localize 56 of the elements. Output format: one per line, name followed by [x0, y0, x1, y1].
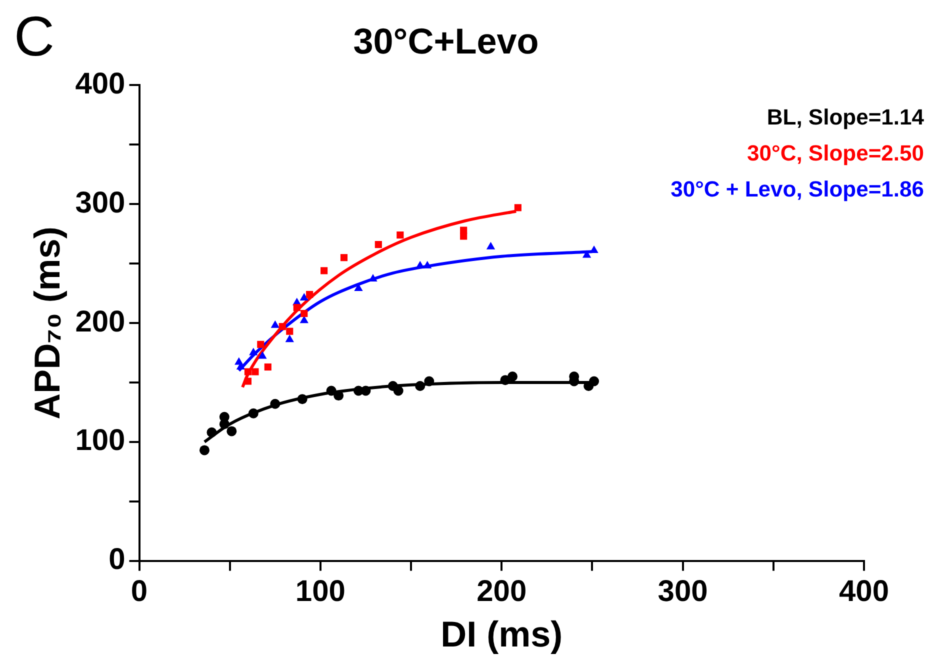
point [257, 340, 264, 348]
point [199, 445, 210, 456]
point [293, 304, 300, 312]
point [374, 240, 382, 248]
point [326, 386, 336, 396]
point [252, 368, 259, 376]
point [589, 376, 600, 386]
x-tick-label: 200 [476, 575, 527, 608]
x-tick-label: 100 [295, 575, 346, 608]
point [415, 381, 426, 392]
y-axis-title: APD₇₀ (ms) [26, 226, 68, 420]
point [320, 267, 328, 274]
point [285, 334, 294, 342]
y-tick-label: 200 [75, 305, 126, 338]
point [264, 363, 272, 371]
point [424, 376, 434, 386]
point [582, 250, 592, 258]
text: C [14, 4, 54, 68]
point [514, 204, 522, 212]
x-axis-title: DI (ms) [440, 613, 563, 654]
point [416, 260, 424, 268]
point [244, 368, 252, 376]
text: 30°C + Levo, Slope=1.86 [670, 176, 924, 202]
point [460, 232, 468, 240]
point [340, 254, 348, 262]
y-tick-label: 300 [75, 186, 126, 220]
point [278, 323, 286, 330]
point [249, 348, 258, 356]
point [270, 320, 280, 328]
point [360, 386, 371, 396]
point [248, 408, 258, 418]
x-tick-label: 400 [838, 575, 890, 608]
x-tick-label: 0 [130, 575, 148, 608]
text: BL, Slope=1.14 [766, 104, 925, 130]
point [258, 351, 267, 359]
text: 30°C, Slope=2.50 [747, 140, 924, 166]
point [306, 290, 314, 298]
x-tick-label: 300 [658, 575, 708, 608]
chart-title: 30°C+Levo [353, 20, 539, 62]
point [393, 386, 404, 396]
point [270, 398, 280, 409]
point [396, 231, 404, 239]
y-tick-label: 400 [75, 67, 126, 100]
point [300, 310, 308, 318]
point [297, 394, 308, 404]
y-tick-label: 0 [108, 543, 126, 576]
point [508, 372, 518, 382]
point [300, 293, 308, 301]
point [244, 378, 252, 385]
y-tick-label: 100 [75, 424, 126, 458]
point [423, 260, 432, 268]
point [286, 328, 294, 335]
point [226, 426, 237, 436]
point [486, 242, 496, 250]
point [206, 427, 217, 438]
point [219, 419, 230, 430]
